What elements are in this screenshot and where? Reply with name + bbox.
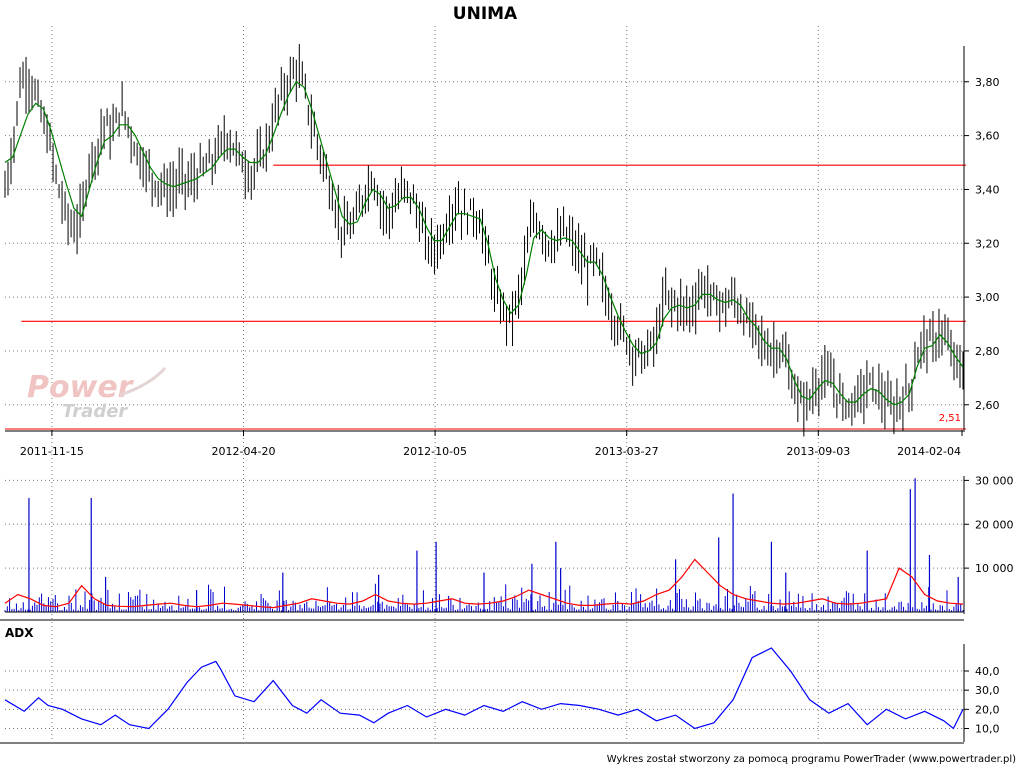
x-tick-label: 2013-03-27 [595,445,659,458]
chart-title: UNIMA [453,4,518,24]
low-value-label: 2,51 [939,413,961,424]
powertrader-logo: Power Trader [27,366,167,422]
price-panel [4,43,966,437]
adx-line [4,647,964,730]
logo-word-trader: Trader [62,401,128,422]
x-axis-ticks: 2011-11-15 2012-04-20 2012-10-05 2013-03-27… [20,430,963,458]
price-y-axis: 2,60 2,80 3,00 3,20 3,40 3,60 3,80 [963,46,1000,432]
grid [5,26,963,740]
adx-tick-label: 10,0 [975,723,1000,736]
volume-tick-label: 10 000 [975,562,1014,575]
x-tick-label: 2014-02-04 [897,445,961,458]
volume-panel [0,478,964,621]
price-tick-label: 3,00 [975,291,1000,304]
x-tick-label: 2011-11-15 [20,445,84,458]
footer-credit: Wykres został stworzony za pomocą progra… [607,754,1016,765]
adx-tick-label: 30,0 [975,684,1000,697]
x-tick-label: 2012-10-05 [403,445,467,458]
volume-average-line [4,558,964,609]
price-tick-label: 2,60 [975,399,1000,412]
volume-tick-label: 30 000 [975,474,1014,487]
x-tick-label: 2013-09-03 [786,445,850,458]
moving-average-line [4,80,964,406]
adx-panel [0,647,964,744]
x-tick-label: 2012-04-20 [212,445,276,458]
price-tick-label: 3,20 [975,237,1000,250]
adx-tick-label: 40,0 [975,665,1000,678]
price-tick-label: 3,80 [975,76,1000,89]
logo-swoosh-icon [119,366,167,397]
volume-y-axis: 10 000 20 000 30 000 [963,474,1014,614]
price-tick-label: 3,40 [975,183,1000,196]
logo-word-power: Power [27,370,135,405]
price-tick-label: 3,60 [975,130,1000,143]
price-tick-label: 2,80 [975,345,1000,358]
adx-y-axis: 10,0 20,0 30,0 40,0 [963,644,1000,742]
adx-tick-label: 20,0 [975,703,1000,716]
adx-title: ADX [5,626,34,640]
volume-tick-label: 20 000 [975,518,1014,531]
